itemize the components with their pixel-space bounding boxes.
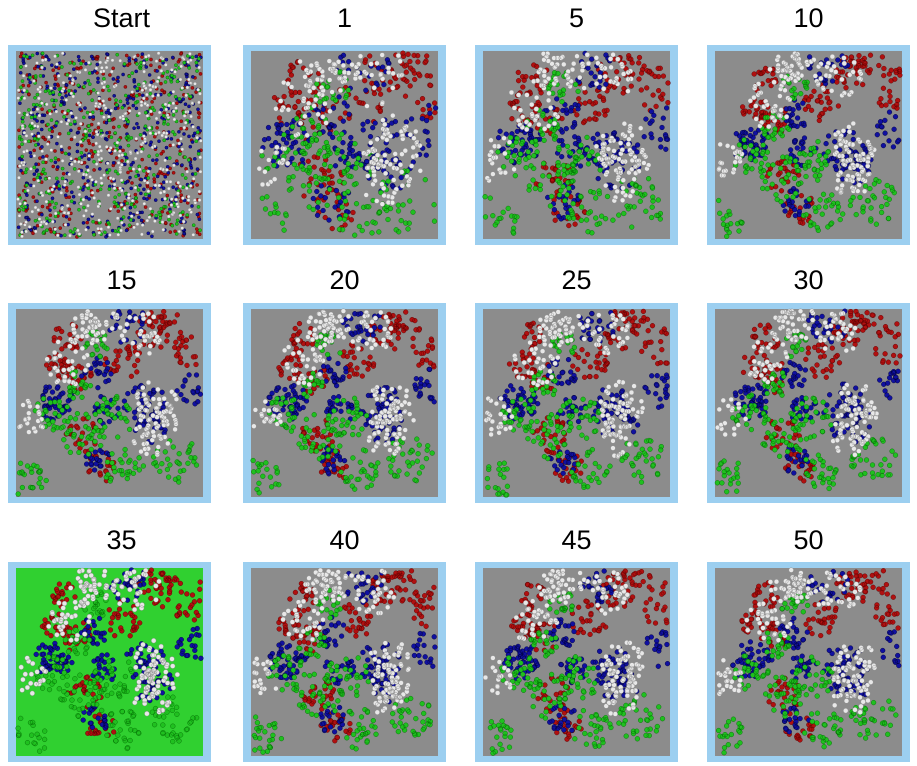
- particles: [18, 567, 181, 717]
- panel-label: 1: [337, 3, 352, 33]
- simulation-area: [16, 309, 203, 497]
- particles: [250, 330, 435, 496]
- particles: [482, 70, 664, 236]
- particles: [252, 567, 412, 715]
- particles: [714, 330, 899, 495]
- particles: [251, 587, 434, 755]
- panel-label: 30: [793, 265, 823, 295]
- panel-label: 15: [106, 265, 136, 295]
- panel: 40: [243, 525, 446, 762]
- panel: 5: [475, 3, 678, 245]
- particles: [17, 308, 180, 458]
- panel-label: 10: [793, 3, 823, 33]
- particles: [276, 568, 437, 744]
- particles: [259, 69, 438, 238]
- particles: [16, 51, 203, 239]
- panel-label: 40: [329, 525, 359, 555]
- particles: [15, 329, 200, 497]
- particles: [716, 51, 877, 196]
- panel-label: 45: [561, 525, 591, 555]
- panel-label: 50: [793, 525, 823, 555]
- panel: 35: [8, 525, 211, 762]
- particles: [482, 568, 645, 717]
- particles: [487, 591, 666, 756]
- panel: 30: [707, 265, 910, 503]
- panel: 25: [475, 265, 678, 503]
- particles: [483, 309, 646, 459]
- panel-label: 5: [569, 3, 584, 33]
- panel: 20: [243, 265, 446, 503]
- panel-label: Start: [93, 3, 151, 33]
- panel: 1: [243, 3, 446, 245]
- particles: [256, 52, 423, 207]
- particles: [716, 567, 878, 715]
- particles: [15, 588, 200, 754]
- panel-label: 20: [329, 265, 359, 295]
- panel: 15: [8, 265, 211, 503]
- panel: 10: [707, 3, 910, 245]
- panel-label: 25: [561, 265, 591, 295]
- particles: [715, 308, 880, 458]
- particles: [716, 73, 897, 239]
- particles: [484, 51, 652, 204]
- panel: 50: [707, 525, 910, 762]
- particles: [251, 308, 417, 457]
- panel: Start: [8, 3, 211, 245]
- panel-label: 35: [106, 525, 136, 555]
- panel: 45: [475, 525, 678, 762]
